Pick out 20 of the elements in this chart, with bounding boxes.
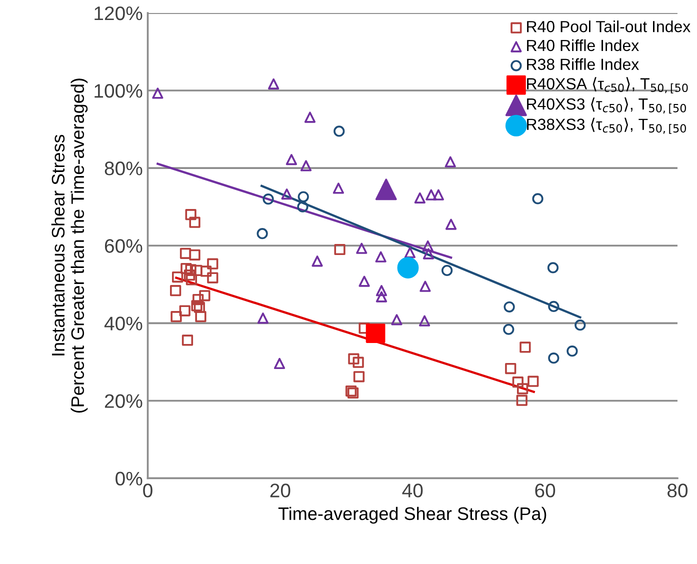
y-tick-label: 80%	[104, 162, 142, 176]
y-tick-label: 40%	[104, 316, 142, 330]
x-tick-label: 40	[402, 484, 423, 498]
legend-label: R40 Riffle Index	[527, 39, 639, 52]
y-axis-title: Instantaneous Shear Stress (Percent Greater than the Time-averaged)	[51, 78, 88, 413]
x-tick-label: 20	[270, 484, 290, 498]
y-tick-label: 20%	[104, 394, 142, 408]
x-tick-label: 80	[668, 484, 688, 498]
legend-label: R38 Riffle Index	[527, 58, 639, 70]
x-tick-label: 0	[143, 484, 152, 498]
legend-label: R40XS3 ⟨τ$_{c50}$⟩, T$_{50,[50}$	[527, 97, 686, 114]
y-tick-label: 0%	[116, 472, 142, 486]
y-tick-label: 100%	[94, 84, 142, 98]
x-tick-label: 60	[535, 484, 556, 498]
y-tick-label: 120%	[94, 6, 142, 20]
y-tick-label: 60%	[104, 239, 142, 253]
legend-label: R38XS3 ⟨τ$_{c50}$⟩, T$_{50,[50}$	[527, 118, 686, 134]
x-axis-title: Time-averaged Shear Stress (Pa)	[278, 506, 546, 524]
legend-label: R40 Pool Tail-out Index	[527, 20, 690, 32]
legend-label: R40XSA ⟨τ$_{c50}$⟩, T$_{50,[50}$	[527, 77, 688, 94]
